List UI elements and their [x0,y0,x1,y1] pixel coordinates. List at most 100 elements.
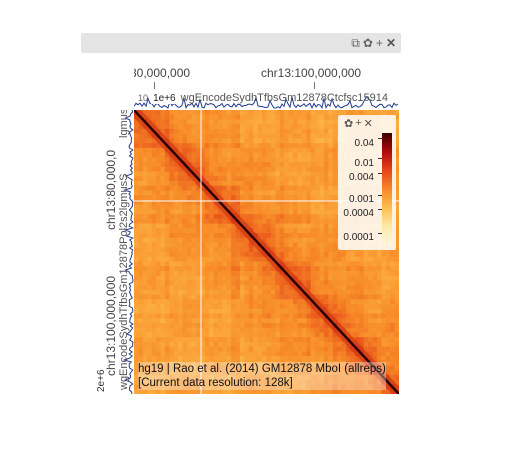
heatmap-cell [354,389,360,394]
heatmap-cell [381,360,387,367]
heatmap-cell [270,119,276,125]
heatmap-cell [323,195,329,201]
heatmap-cell [147,162,153,168]
heatmap-cell [217,389,223,394]
heatmap-cell [173,365,179,371]
heatmap-cell [319,299,325,305]
heatmap-cell [266,304,272,310]
heatmap-cell [134,356,140,362]
heatmap-cell [231,233,237,239]
heatmap-cell [293,214,299,220]
heatmap-cell [363,389,369,394]
heatmap-cell [328,147,334,154]
close-icon[interactable]: ✕ [363,118,373,130]
heatmap-cell [169,138,175,144]
close-icon[interactable]: ✕ [385,36,396,50]
heatmap-cell [217,270,223,277]
hic-heatmap-canvas[interactable] [134,110,399,394]
heatmap-cell [279,318,285,324]
heatmap-cell [257,204,263,210]
heatmap-cell [244,209,250,215]
heatmap-cell [301,199,307,206]
heatmap-cell [284,299,290,305]
heatmap-cell [332,199,338,206]
plus-icon[interactable]: + [375,36,383,50]
heatmap-cell [134,209,140,215]
heatmap-cell [297,204,303,210]
plus-icon[interactable]: + [355,117,362,129]
heatmap-cells [134,110,399,394]
heatmap-cell [293,133,299,139]
heatmap-cell [160,365,166,371]
hic-heatmap[interactable]: hg19 | Rao et al. (2014) GM12878 MboI (a… [134,110,399,394]
heatmap-cell [319,176,325,182]
heatmap-cell [381,308,387,315]
heatmap-cell [182,332,188,338]
heatmap-cell [394,223,399,229]
heatmap-cell [182,360,188,367]
heatmap-cell [266,294,272,300]
heatmap-cell [337,365,343,371]
heatmap-cell [213,223,219,229]
heatmap-cell [169,285,175,291]
heatmap-cell [195,346,201,352]
heatmap-cell [376,308,382,315]
heatmap-cell [204,370,210,376]
heatmap-cell [248,280,254,286]
heatmap-cell [306,270,312,277]
heatmap-cell [341,275,347,281]
heatmap-cell [337,318,343,324]
heatmap-cell [160,337,166,343]
heatmap-cell [262,143,268,149]
heatmap-cell [288,313,294,319]
heatmap-cell [217,242,223,248]
heatmap-cell [142,375,148,381]
heatmap-cell [350,370,356,376]
heatmap-cell [368,379,374,386]
heatmap-cell [240,138,246,144]
heatmap-cell [226,185,232,192]
heatmap-cell [156,247,162,253]
heatmap-cell [235,318,241,324]
heatmap-cell [235,162,241,168]
heatmap-cell [248,128,254,135]
heatmap-cell [288,375,294,381]
heatmap-cell [279,171,285,177]
heatmap-cell [248,341,254,348]
heatmap-cell [209,327,215,334]
heatmap-cell [279,379,285,386]
heatmap-cell [160,389,166,394]
gear-icon[interactable]: ✿ [344,118,354,130]
heatmap-cell [134,313,140,319]
heatmap-cell [332,166,338,173]
heatmap-cell [209,138,215,144]
heatmap-cell [142,166,148,173]
heatmap-cell [222,318,228,324]
heatmap-cell [310,256,316,263]
heatmap-cell [151,176,157,182]
heatmap-cell [138,337,144,343]
heatmap-cell [262,360,268,367]
heatmap-cell [204,280,210,286]
heatmap-cell [138,166,144,173]
heatmap-cell [173,147,179,154]
heatmap-cell [222,119,228,125]
heatmap-cell [376,270,382,277]
heatmap-cell [270,110,276,116]
heatmap-cell [385,299,391,305]
heatmap-cell [244,308,250,315]
heatmap-cell [301,266,307,272]
heatmap-cell [310,323,316,329]
heatmap-cell [187,218,193,225]
copy-icon[interactable]: ⧉ [351,36,360,50]
heatmap-cell [253,209,259,215]
heatmap-cell [209,209,215,215]
heatmap-cell [147,280,153,286]
heatmap-cell [134,199,140,206]
heatmap-cell [231,389,237,394]
heatmap-cell [151,365,157,371]
heatmap-cell [253,270,259,277]
gear-icon[interactable]: ✿ [362,36,373,50]
heatmap-cell [178,228,184,234]
heatmap-cell [244,266,250,272]
